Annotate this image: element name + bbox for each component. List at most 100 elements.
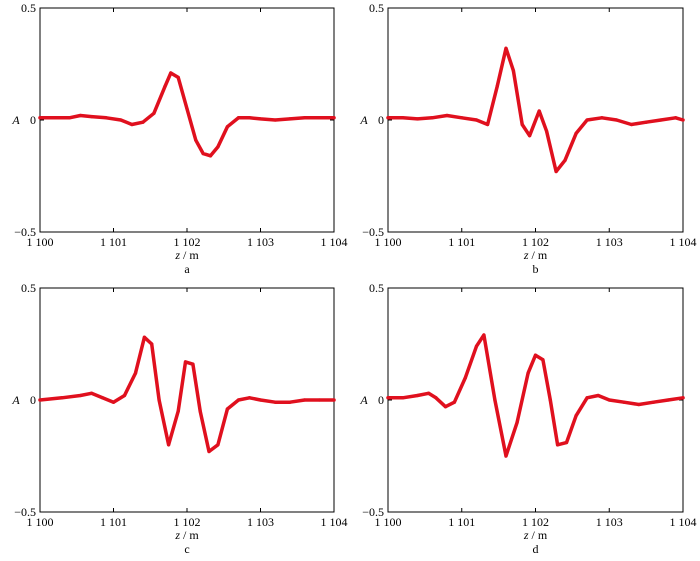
data-point [443, 405, 448, 409]
data-point [452, 400, 456, 404]
data-point [386, 116, 390, 120]
data-point [53, 116, 57, 120]
data-point [386, 396, 390, 400]
x-tick-label: 1 104 [670, 515, 697, 529]
data-point [526, 371, 530, 375]
data-point [183, 360, 188, 364]
data-point [445, 113, 449, 118]
y-tick-label: 0.5 [21, 1, 36, 15]
x-axis-unit: / m [529, 528, 548, 542]
data-point [332, 116, 336, 120]
y-tick-label: 0.5 [369, 1, 384, 15]
data-point [104, 116, 108, 120]
data-point [548, 398, 552, 402]
data-point [629, 122, 633, 127]
x-tick-label: 1 103 [596, 235, 623, 249]
data-point [607, 398, 611, 402]
x-tick-label: 1 103 [247, 235, 274, 249]
plot-frame [387, 287, 684, 513]
y-tick-label: 0 [30, 393, 36, 407]
data-point [332, 398, 336, 402]
panel-label: c [184, 542, 189, 556]
data-point [493, 398, 497, 402]
series-line [386, 333, 685, 458]
data-point [38, 398, 42, 402]
chart-panel-b: 1 100 1 101 1 102 1 103 1 104 −0.5 0 0.5 Az / mb [359, 1, 696, 276]
data-point [216, 145, 220, 149]
data-point [659, 118, 663, 122]
data-point [600, 116, 604, 120]
x-tick-label: 1 100 [27, 515, 54, 529]
y-tick-label: 0 [30, 113, 36, 127]
x-axis-label: z / m [523, 248, 548, 262]
data-point [78, 113, 83, 118]
data-point [430, 116, 434, 120]
series-line [386, 46, 685, 174]
data-point [89, 391, 94, 395]
data-point [485, 122, 490, 127]
x-tick-label: 1 101 [448, 515, 475, 529]
data-point [194, 138, 198, 142]
panel-label: a [184, 262, 190, 276]
data-point [38, 116, 42, 120]
data-point [225, 125, 230, 129]
data-point [122, 393, 127, 398]
data-point [666, 398, 670, 402]
data-point [216, 443, 220, 447]
data-point [60, 396, 64, 400]
data-point [564, 440, 569, 445]
data-point [100, 396, 105, 400]
data-point [191, 362, 195, 366]
x-axis-unit: / m [180, 248, 199, 262]
data-point [651, 400, 656, 404]
x-axis-variable: z [523, 248, 529, 262]
data-point [515, 420, 519, 424]
y-tick-label: 0.5 [369, 281, 384, 295]
data-point [176, 75, 180, 80]
y-tick-label: −0.5 [362, 505, 384, 519]
chart-panel-a: 1 100 1 101 1 102 1 103 1 104 −0.5 0 0.5 Az / ma [11, 1, 347, 276]
x-tick-label: 1 102 [174, 515, 201, 529]
x-axis-variable: z [523, 528, 529, 542]
data-point [415, 117, 420, 121]
plot-frame [39, 287, 335, 513]
chart-panel-c: 1 100 1 101 1 102 1 103 1 104 −0.5 0 0.5 Az / mc [11, 281, 347, 556]
data-point [303, 116, 307, 120]
data-point [141, 120, 145, 124]
x-tick-label: 1 100 [375, 515, 402, 529]
x-tick-label: 1 102 [522, 515, 549, 529]
data-point [258, 117, 263, 121]
data-point [644, 120, 648, 124]
data-point [236, 398, 241, 402]
x-tick-label: 1 100 [375, 235, 402, 249]
data-point [273, 400, 277, 404]
data-point [185, 107, 189, 111]
data-point [596, 393, 600, 398]
data-point [150, 342, 154, 346]
y-tick-label: 0.5 [21, 281, 36, 295]
data-point [511, 69, 515, 73]
data-point [585, 118, 589, 122]
data-point [474, 118, 479, 122]
data-point [207, 449, 211, 454]
y-axis-label: A [11, 393, 20, 407]
data-point [554, 169, 558, 174]
data-point [201, 152, 205, 156]
x-tick-label: 1 101 [448, 235, 475, 249]
x-axis-variable: z [174, 528, 180, 542]
x-tick-label: 1 100 [27, 235, 54, 249]
y-tick-label: −0.5 [14, 225, 36, 239]
data-point [176, 409, 180, 413]
data-point [152, 111, 156, 115]
data-point [273, 118, 277, 122]
x-tick-label: 1 103 [596, 515, 623, 529]
data-point [401, 116, 405, 120]
data-point [504, 46, 508, 50]
data-point [133, 371, 138, 375]
x-tick-label: 1 104 [670, 235, 697, 249]
data-point [495, 84, 499, 88]
x-tick-label: 1 101 [100, 515, 127, 529]
x-axis-unit: / m [180, 528, 199, 542]
x-tick-label: 1 102 [174, 235, 201, 249]
data-point [415, 393, 420, 398]
